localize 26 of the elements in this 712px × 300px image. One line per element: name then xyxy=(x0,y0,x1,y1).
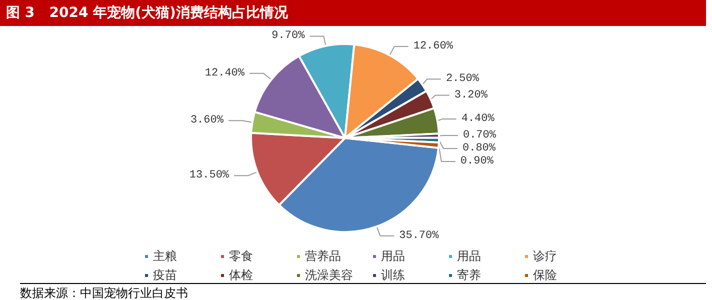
data-label: 12.40% xyxy=(204,67,245,80)
legend-label: 营养品 xyxy=(304,248,342,265)
data-label: 12.60% xyxy=(413,40,454,52)
legend-label: 用品 xyxy=(380,248,406,265)
data-label: 35.70% xyxy=(399,230,440,242)
data-label: 9.70% xyxy=(272,30,306,42)
legend-label: 用品 xyxy=(456,248,482,265)
chart-title: 图 3 2024 年宠物(犬猫)消费结构占比情况 xyxy=(0,0,706,26)
legend-label: 零食 xyxy=(228,248,254,265)
data-label: 0.90% xyxy=(460,155,494,168)
legend-label: 保险 xyxy=(532,267,558,284)
legend-label: 体检 xyxy=(228,267,254,284)
legend-label: 诊疗 xyxy=(532,248,558,265)
data-label: 0.80% xyxy=(462,142,496,154)
legend-label: 洗澡美容 xyxy=(304,267,354,284)
data-label: 3.20% xyxy=(454,89,488,102)
legend-label: 疫苗 xyxy=(152,267,178,284)
legend-label: 寄养 xyxy=(456,267,482,284)
legend-label: 训练 xyxy=(380,267,406,284)
source-note: 数据来源：中国宠物行业白皮书 xyxy=(20,283,706,300)
legend-label: 主粮 xyxy=(152,248,178,265)
data-label: 3.60% xyxy=(190,114,224,127)
data-label: 13.50% xyxy=(189,170,230,182)
data-label: 0.70% xyxy=(462,129,496,142)
data-label: 2.50% xyxy=(446,73,480,86)
data-label: 4.40% xyxy=(461,112,495,125)
